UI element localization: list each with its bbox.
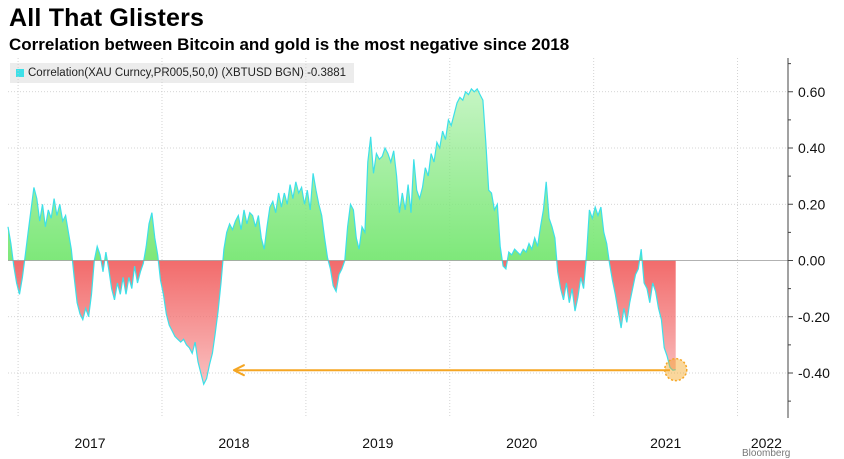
area-negative [8, 260, 676, 385]
x-tick-label-1: 2018 [218, 435, 249, 451]
area-fills [8, 88, 676, 385]
annotation [232, 357, 688, 382]
y-tick-label-1: 0.40 [798, 140, 825, 156]
area-positive [8, 88, 676, 261]
x-tick-label-5: 2022 [751, 435, 782, 451]
series-line-correlation [7, 87, 676, 386]
x-tick-label-0: 2017 [74, 435, 105, 451]
chart-title: All That Glisters [9, 4, 205, 32]
x-tick-label-3: 2020 [506, 435, 537, 451]
y-tick-label-3: 0.00 [798, 253, 825, 269]
legend-label: Correlation(XAU Curncy,PR005,50,0) (XBTU… [28, 67, 347, 79]
annotation-highlight [663, 357, 688, 382]
y-tick-label-5: -0.40 [798, 365, 830, 381]
y-tick-label-4: -0.20 [798, 309, 830, 325]
credit: Bloomberg [742, 448, 791, 459]
y-tick-label-2: 0.20 [798, 196, 825, 212]
x-axis: 2017 2018 2019 2020 2021 2022 [74, 435, 782, 451]
y-axis: 0.60 0.40 0.20 0.00 -0.20 -0.40 [788, 63, 830, 402]
chart-subtitle: Correlation between Bitcoin and gold is … [9, 35, 570, 54]
annotation-arrowhead [232, 364, 245, 377]
x-tick-label-4: 2021 [650, 435, 681, 451]
legend-swatch [16, 69, 24, 77]
y-tick-label-0: 0.60 [798, 84, 825, 100]
legend: Correlation(XAU Curncy,PR005,50,0) (XBTU… [10, 63, 355, 83]
x-tick-label-2: 2019 [362, 435, 393, 451]
